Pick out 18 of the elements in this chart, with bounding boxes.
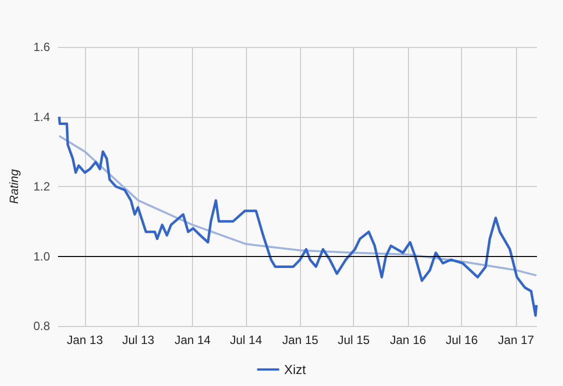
x-tick-label: Jan 13	[66, 333, 104, 347]
x-tick-label: Jan 17	[498, 333, 534, 347]
legend-label: Xizt	[284, 362, 306, 377]
x-tick-label: Jan 15	[282, 333, 319, 347]
y-axis-title: Rating	[7, 168, 21, 204]
line-series	[58, 134, 538, 276]
y-tick-label: 1.6	[33, 40, 50, 54]
y-tick-label: 1.4	[33, 110, 50, 124]
x-tick-label: Jul 14	[230, 333, 262, 347]
x-tick-label: Jul 13	[122, 333, 155, 347]
y-tick-label: 0.8	[33, 319, 50, 333]
x-tick-label: Jul 15	[338, 333, 370, 347]
line-series	[58, 116, 538, 317]
y-tick-label: 1.2	[33, 180, 50, 194]
x-tick-label: Jan 14	[174, 333, 211, 347]
y-tick-label: 1.0	[33, 249, 50, 264]
x-tick-label: Jan 16	[390, 333, 426, 347]
x-tick-label: Jul 16	[446, 333, 478, 347]
